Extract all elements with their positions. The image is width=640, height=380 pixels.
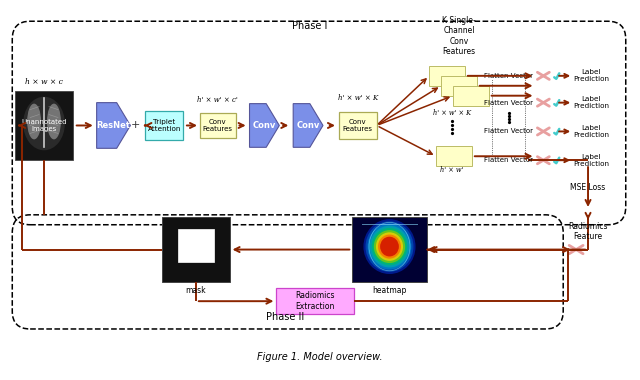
Text: h' × w' × K: h' × w' × K [433, 109, 471, 117]
FancyBboxPatch shape [276, 288, 354, 314]
Text: MSE Loss: MSE Loss [570, 182, 605, 192]
Ellipse shape [376, 232, 403, 261]
Text: Unannotated
Images: Unannotated Images [21, 119, 67, 132]
Text: Phase I: Phase I [292, 21, 328, 31]
FancyBboxPatch shape [436, 146, 472, 166]
Text: h' × w' × K: h' × w' × K [337, 94, 378, 102]
Text: h' × w': h' × w' [440, 166, 464, 174]
Text: Flatten Vector: Flatten Vector [484, 128, 533, 135]
Text: Label
Prediction: Label Prediction [573, 125, 609, 138]
FancyBboxPatch shape [441, 76, 477, 96]
Polygon shape [293, 104, 323, 147]
Text: Label
Prediction: Label Prediction [573, 69, 609, 82]
Text: mask: mask [186, 286, 206, 295]
FancyBboxPatch shape [339, 112, 376, 139]
Ellipse shape [47, 104, 61, 139]
Text: Label
Prediction: Label Prediction [573, 96, 609, 109]
Ellipse shape [27, 104, 41, 139]
Ellipse shape [23, 97, 65, 150]
Text: Conv
Features: Conv Features [203, 119, 233, 132]
Text: Figure 1. Model overview.: Figure 1. Model overview. [257, 352, 383, 362]
Polygon shape [97, 103, 131, 148]
FancyBboxPatch shape [178, 229, 214, 263]
Text: K Single-
Channel
Conv
Features: K Single- Channel Conv Features [442, 16, 476, 56]
Text: Radiomics
Extraction: Radiomics Extraction [295, 291, 335, 311]
Ellipse shape [372, 228, 407, 265]
Ellipse shape [374, 230, 405, 263]
Ellipse shape [365, 222, 413, 272]
Text: h' × w' × c': h' × w' × c' [197, 96, 238, 104]
FancyBboxPatch shape [162, 217, 230, 282]
Text: heatmap: heatmap [372, 286, 406, 295]
Text: Label
Prediction: Label Prediction [573, 154, 609, 167]
Text: ResNet: ResNet [97, 121, 131, 130]
Polygon shape [250, 104, 279, 147]
FancyBboxPatch shape [352, 217, 427, 282]
Text: h × w × c: h × w × c [25, 78, 63, 86]
FancyBboxPatch shape [145, 111, 183, 140]
FancyBboxPatch shape [15, 91, 73, 160]
Text: Radiomics
Feature: Radiomics Feature [568, 222, 608, 241]
Ellipse shape [378, 234, 401, 259]
FancyBboxPatch shape [429, 66, 465, 86]
Ellipse shape [370, 226, 410, 268]
Text: Phase II: Phase II [266, 312, 305, 322]
Ellipse shape [364, 219, 415, 274]
Text: +: + [131, 120, 140, 130]
FancyBboxPatch shape [453, 86, 489, 106]
Text: Flatten Vector: Flatten Vector [484, 73, 533, 79]
Ellipse shape [367, 223, 412, 270]
Text: Conv
Features: Conv Features [343, 119, 372, 132]
Ellipse shape [380, 237, 399, 256]
Text: Flatten Vector: Flatten Vector [484, 157, 533, 163]
Text: Triplet
Attention: Triplet Attention [147, 119, 181, 132]
Text: Flatten Vector: Flatten Vector [484, 100, 533, 106]
Text: Conv: Conv [296, 121, 320, 130]
Text: Conv: Conv [253, 121, 276, 130]
FancyBboxPatch shape [200, 112, 236, 138]
